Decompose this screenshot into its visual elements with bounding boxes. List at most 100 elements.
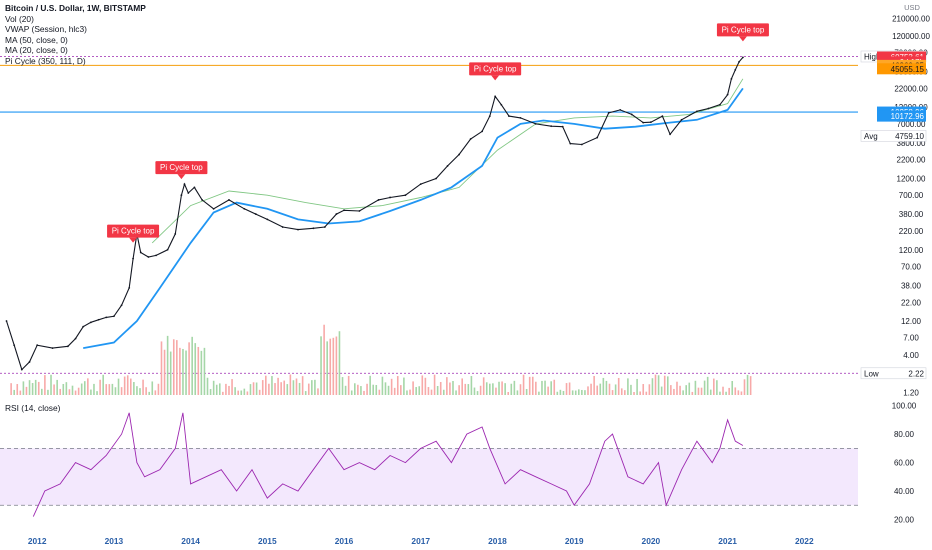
volume-bar xyxy=(737,390,740,395)
rsi-band xyxy=(0,448,858,506)
volume-bar xyxy=(323,324,325,395)
rsi-legend[interactable]: RSI (14, close) xyxy=(5,403,61,413)
volume-bar xyxy=(298,382,301,395)
price-point xyxy=(243,207,246,210)
volume-bar xyxy=(160,341,163,395)
volume-bar xyxy=(531,376,534,395)
volume-bar xyxy=(473,387,476,395)
volume-bar xyxy=(587,386,589,395)
volume-bar xyxy=(740,391,743,395)
volume-bar xyxy=(126,375,129,395)
volume-bar xyxy=(182,348,184,395)
volume-bar xyxy=(169,351,172,395)
indicator-picycle[interactable]: Pi Cycle (350, 111, D) xyxy=(5,55,86,66)
volume-bar xyxy=(510,383,513,395)
price-point xyxy=(193,186,196,189)
volume-bar xyxy=(19,390,22,395)
volume-bar xyxy=(663,375,666,395)
volume-bar xyxy=(123,376,126,395)
symbol-title: Bitcoin / U.S. Dollar, 1W, BITSTAMP xyxy=(5,3,146,13)
volume-bar xyxy=(713,378,715,395)
ma-green-line xyxy=(151,78,744,244)
price-point xyxy=(730,77,733,80)
y-tick-label: 7.00 xyxy=(903,334,919,343)
pi-cycle-signal-label: Pi Cycle top xyxy=(112,227,155,236)
volume-bar xyxy=(375,384,378,395)
volume-bar xyxy=(439,381,442,395)
price-point xyxy=(550,125,553,128)
pi-cycle-signal-box[interactable] xyxy=(107,224,160,238)
volume-bar xyxy=(258,389,261,395)
rsi-tick-label: 60.00 xyxy=(894,459,915,468)
volume-bar xyxy=(538,391,540,395)
price-point xyxy=(187,192,190,194)
volume-bar xyxy=(93,383,95,395)
volume-bar xyxy=(627,378,629,395)
volume-bar xyxy=(28,380,31,395)
price-point xyxy=(139,251,142,254)
volume-bar xyxy=(341,377,344,395)
price-point xyxy=(228,199,230,201)
pi-cycle-signal-box[interactable] xyxy=(155,161,208,175)
price-label-name: High xyxy=(864,52,880,61)
price-point xyxy=(66,345,69,348)
indicator-vwap[interactable]: VWAP (Session, hlc3) xyxy=(5,24,87,35)
volume-bar xyxy=(461,378,463,395)
volume-bar xyxy=(409,389,411,395)
volume-bar xyxy=(633,391,635,395)
indicator-ma50[interactable]: MA (50, close, 0) xyxy=(5,34,68,45)
price-point xyxy=(323,226,326,228)
volume-bar xyxy=(274,383,276,395)
volume-bar xyxy=(470,376,473,395)
price-point xyxy=(74,337,77,340)
price-point xyxy=(726,93,729,96)
volume-bar xyxy=(553,379,556,395)
volume-bar xyxy=(139,388,141,395)
volume-bar xyxy=(59,388,62,395)
volume-bar xyxy=(357,384,359,395)
volume-bar xyxy=(96,391,98,395)
y-tick-label: 120000.00 xyxy=(892,32,930,41)
price-point xyxy=(580,143,583,146)
volume-bar xyxy=(630,384,632,395)
indicator-vol[interactable]: Vol (20) xyxy=(5,13,34,24)
volume-bar xyxy=(617,377,620,395)
price-point xyxy=(435,177,437,180)
pi-cycle-signal-box[interactable] xyxy=(469,62,522,76)
price-point xyxy=(128,286,131,289)
y-tick-label: 22000.00 xyxy=(894,84,928,93)
y-tick-label: 120.00 xyxy=(899,246,924,255)
volume-bar xyxy=(90,389,92,395)
volume-bar xyxy=(10,383,12,395)
volume-bar xyxy=(378,389,381,395)
volume-bar xyxy=(492,383,494,395)
volume-bar xyxy=(498,381,500,395)
indicator-ma20[interactable]: MA (20, close, 0) xyxy=(5,45,68,56)
y-tick-label: 380.00 xyxy=(899,210,924,219)
volume-bar xyxy=(142,379,144,395)
volume-bar xyxy=(329,338,332,395)
volume-bar xyxy=(703,380,706,395)
price-point xyxy=(508,115,510,118)
volume-bar xyxy=(651,378,654,395)
price-point xyxy=(649,121,652,124)
volume-bar xyxy=(381,376,384,395)
volume-bar xyxy=(200,350,203,395)
volume-bar xyxy=(246,391,249,395)
volume-bar xyxy=(418,386,421,395)
volume-bar xyxy=(185,350,187,395)
volume-bar xyxy=(234,387,236,395)
volume-bar xyxy=(268,383,270,395)
volume-bar xyxy=(525,388,528,395)
volume-bar xyxy=(722,386,724,395)
pi-cycle-signal-box[interactable] xyxy=(716,23,769,37)
volume-bar xyxy=(114,387,117,395)
volume-bar xyxy=(516,390,519,395)
pi-cycle-signal-arrow xyxy=(738,36,747,42)
volume-bar xyxy=(679,385,681,395)
volume-bar xyxy=(120,387,123,395)
volume-bar xyxy=(163,349,166,395)
price-point xyxy=(201,199,204,201)
volume-bar xyxy=(179,347,181,395)
